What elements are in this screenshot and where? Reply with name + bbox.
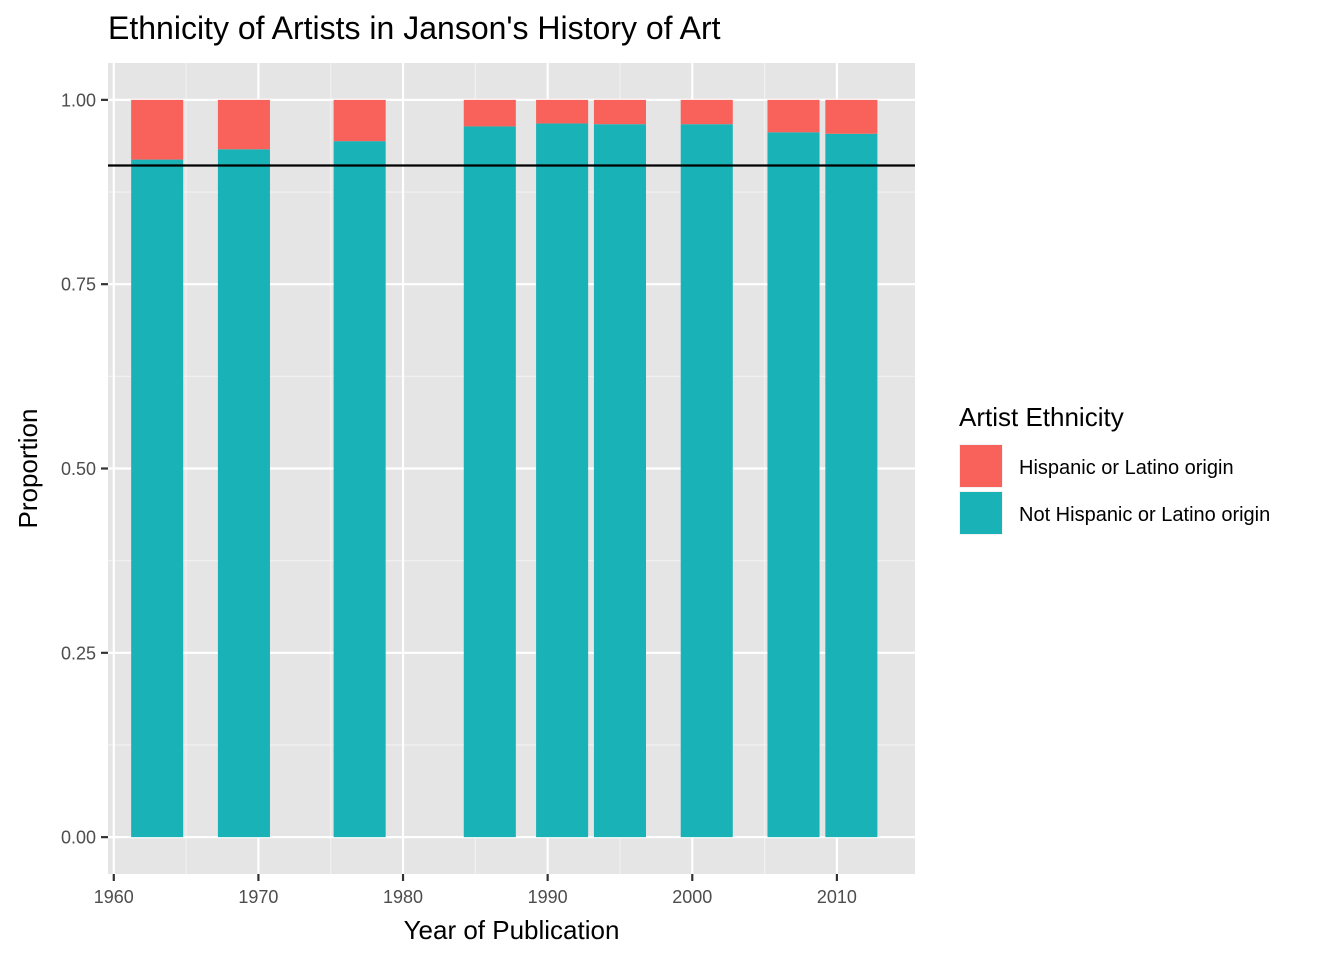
bar-hispanic-1963 — [131, 99, 184, 160]
bar-hispanic-1977 — [333, 99, 386, 142]
legend-swatch-hispanic — [960, 445, 1002, 487]
bar-not-hispanic-2001 — [680, 124, 733, 838]
y-axis: 0.00 0.25 0.50 0.75 1.00 — [61, 90, 108, 848]
bar-not-hispanic-1991 — [536, 123, 589, 838]
y-tick-label: 0.00 — [61, 828, 96, 848]
x-tick-label: 1980 — [383, 887, 423, 907]
bar-hispanic-1991 — [536, 99, 589, 124]
bars — [131, 99, 878, 838]
y-tick-label: 0.25 — [61, 643, 96, 663]
y-axis-title: Proportion — [13, 409, 43, 529]
bar-hispanic-2001 — [680, 99, 733, 125]
y-tick-label: 0.75 — [61, 275, 96, 295]
bar-not-hispanic-1995 — [593, 124, 646, 838]
x-tick-label: 2010 — [817, 887, 857, 907]
bar-not-hispanic-2011 — [825, 133, 878, 838]
bar-not-hispanic-2007 — [767, 132, 820, 838]
y-tick-label: 1.00 — [61, 90, 96, 110]
legend-title: Artist Ethnicity — [959, 402, 1124, 432]
bar-hispanic-1995 — [593, 99, 646, 125]
bar-not-hispanic-1986 — [463, 126, 516, 838]
bar-not-hispanic-1963 — [131, 159, 184, 838]
chart-title: Ethnicity of Artists in Janson's History… — [108, 10, 721, 46]
x-axis-title: Year of Publication — [404, 915, 620, 945]
bar-hispanic-1969 — [217, 99, 270, 150]
x-axis: 1960 1970 1980 1990 2000 2010 — [94, 874, 857, 907]
legend-label-hispanic: Hispanic or Latino origin — [1019, 457, 1234, 479]
bar-hispanic-1986 — [463, 99, 516, 127]
legend-swatch-not-hispanic — [960, 492, 1002, 534]
bar-hispanic-2011 — [825, 99, 878, 134]
x-tick-label: 2000 — [672, 887, 712, 907]
bar-not-hispanic-1977 — [333, 141, 386, 838]
y-tick-label: 0.50 — [61, 459, 96, 479]
legend: Artist Ethnicity Hispanic or Latino orig… — [959, 402, 1270, 535]
x-tick-label: 1960 — [94, 887, 134, 907]
bar-not-hispanic-1969 — [217, 149, 270, 838]
legend-label-not-hispanic: Not Hispanic or Latino origin — [1019, 504, 1270, 526]
bar-hispanic-2007 — [767, 99, 820, 133]
x-tick-label: 1990 — [528, 887, 568, 907]
x-tick-label: 1970 — [238, 887, 278, 907]
